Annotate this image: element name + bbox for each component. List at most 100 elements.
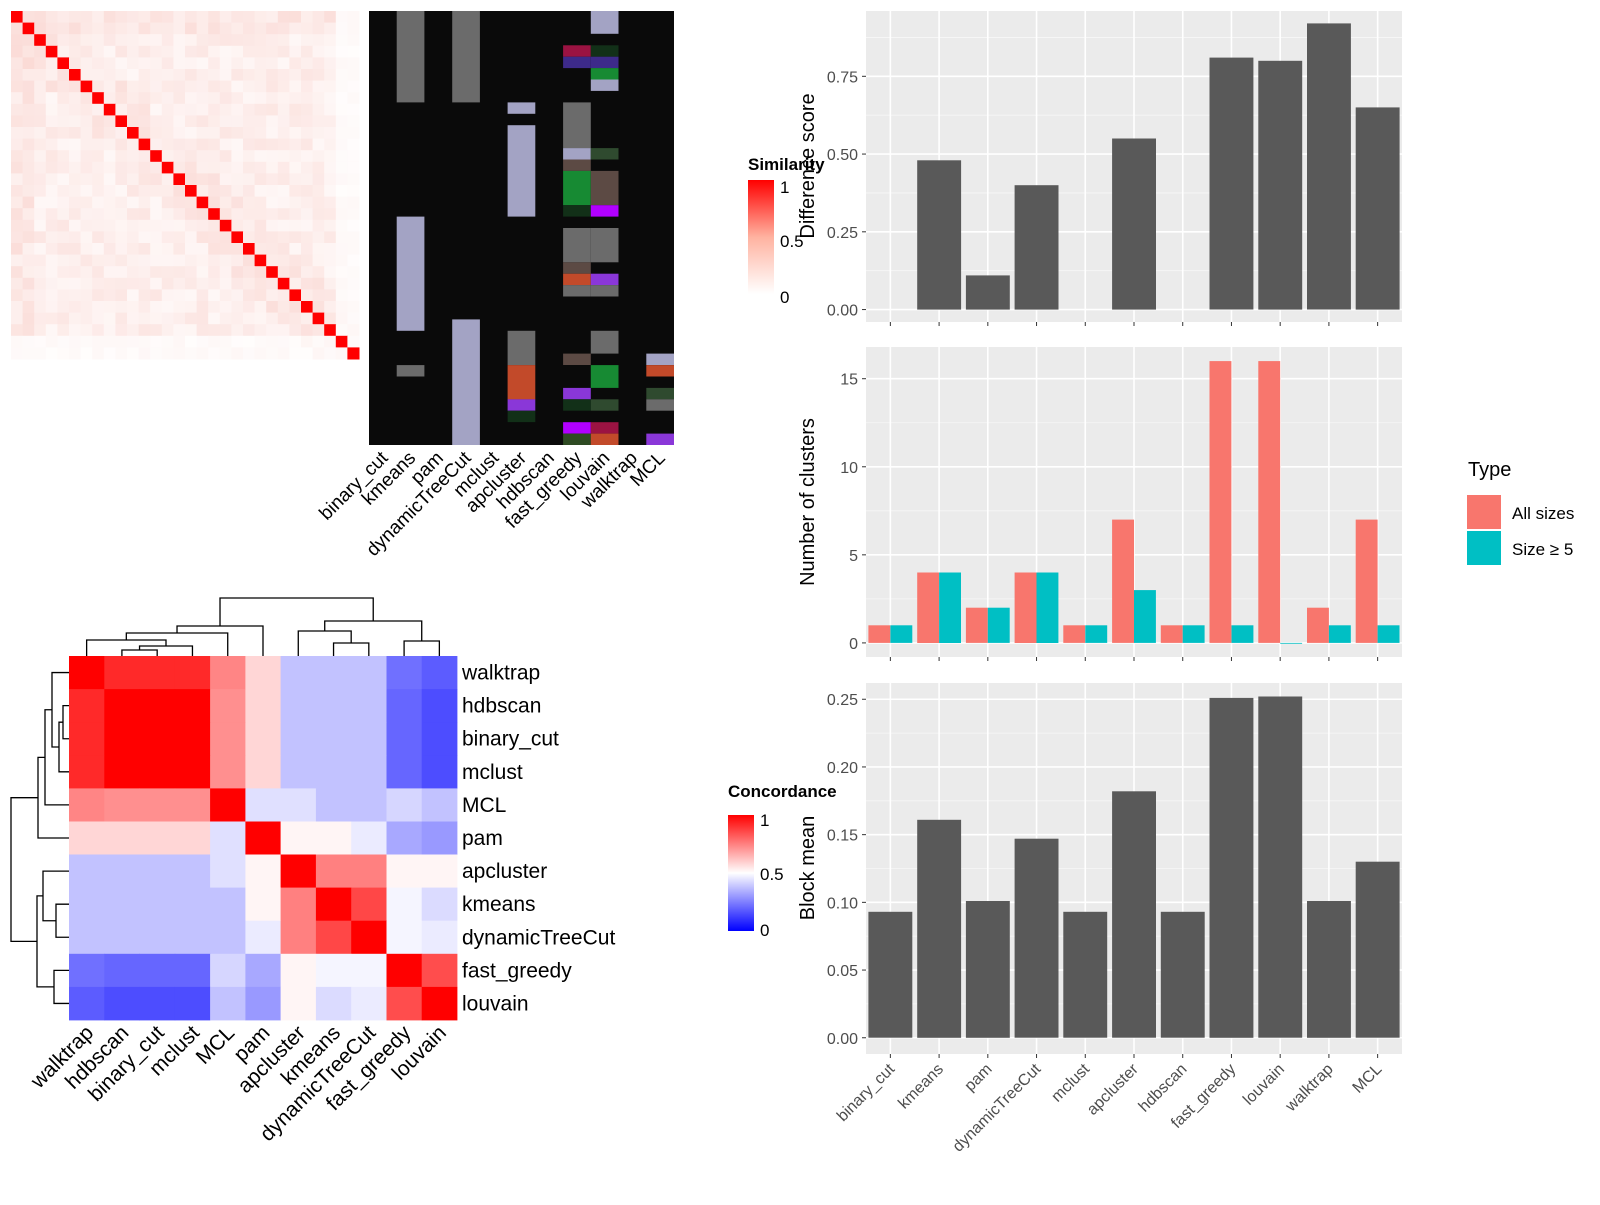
similarity-cell (161, 173, 174, 186)
similarity-cell (92, 219, 105, 232)
bar (1209, 57, 1254, 310)
similarity-cell (196, 196, 209, 209)
similarity-cell (103, 103, 116, 116)
similarity-cell (347, 266, 360, 279)
similarity-cell (243, 254, 256, 267)
concordance-cell (351, 887, 387, 922)
similarity-cell (11, 22, 24, 35)
similarity-cell (161, 161, 174, 174)
similarity-cell (231, 196, 244, 209)
similarity-cell (301, 312, 314, 325)
similarity-cell (266, 127, 279, 140)
similarity-cell (92, 231, 105, 244)
similarity-cell (266, 347, 279, 360)
similarity-cell (69, 289, 82, 302)
similarity-cell (161, 11, 174, 24)
x-tick-label: kmeans (895, 1061, 947, 1113)
similarity-cell (115, 138, 128, 151)
similarity-cell (208, 231, 221, 244)
concordance-cell (315, 821, 352, 855)
similarity-cell (289, 127, 302, 140)
similarity-cell (69, 150, 82, 163)
similarity-cell (289, 34, 302, 47)
similarity-legend-tick-0: 0 (780, 288, 789, 307)
similarity-cell (80, 34, 93, 47)
similarity-cell (231, 266, 244, 279)
similarity-cell (103, 289, 116, 302)
dendrogram-branch (138, 645, 194, 656)
similarity-cell (347, 11, 360, 24)
similarity-cell (150, 34, 163, 47)
similarity-cell (277, 219, 290, 232)
similarity-cell (347, 231, 360, 244)
similarity-cell (138, 301, 151, 314)
similarity-cell (161, 301, 174, 314)
similarity-cell (69, 69, 82, 82)
similarity-cell (92, 243, 105, 256)
similarity-cell (312, 196, 325, 209)
similarity-cell (22, 254, 35, 267)
similarity-cell (150, 138, 163, 151)
similarity-cell (243, 173, 256, 186)
similarity-cell (185, 80, 198, 93)
similarity-cell (347, 312, 360, 325)
concordance-legend-gradient (728, 815, 754, 931)
cluster-assignment-cell (563, 422, 591, 434)
dendrogram-branch (58, 721, 69, 773)
bar (1160, 911, 1205, 1038)
similarity-cell (347, 69, 360, 82)
similarity-cell (301, 254, 314, 267)
similarity-legend-gradient (748, 180, 774, 294)
similarity-cell (92, 347, 105, 360)
concordance-cell (139, 953, 176, 988)
similarity-cell (254, 22, 267, 35)
similarity-cell (161, 34, 174, 47)
similarity-cell (22, 335, 35, 348)
similarity-cell (45, 103, 58, 116)
similarity-cell (80, 185, 93, 198)
similarity-cell (57, 150, 70, 163)
similarity-cell (219, 289, 232, 302)
similarity-cell (11, 219, 24, 232)
similarity-cell (347, 57, 360, 70)
similarity-cell (69, 219, 82, 232)
concordance-cell (315, 722, 352, 756)
cluster-assignment-cell (507, 330, 536, 366)
y-tick-label: 0 (849, 636, 858, 653)
similarity-cell (347, 208, 360, 221)
similarity-cell (80, 196, 93, 209)
similarity-cell (243, 150, 256, 163)
similarity-cell (150, 115, 163, 128)
similarity-cell (185, 185, 198, 198)
similarity-cell (208, 277, 221, 290)
concordance-cell (69, 854, 105, 888)
similarity-cell (69, 138, 82, 151)
concordance-cell (386, 986, 423, 1021)
similarity-cell (138, 231, 151, 244)
similarity-cell (208, 208, 221, 221)
similarity-cell (196, 138, 209, 151)
similarity-cell (266, 45, 279, 58)
x-tick-label: walktrap (1282, 1061, 1337, 1116)
bar-panel-2: 0 5 10 15 Number of clusters (797, 347, 1402, 661)
bar-all-sizes (1063, 625, 1086, 643)
similarity-cell (57, 127, 70, 140)
similarity-cell (266, 254, 279, 267)
similarity-cell (301, 34, 314, 47)
similarity-cell (115, 115, 128, 128)
similarity-cell (173, 34, 186, 47)
similarity-cell (219, 150, 232, 163)
similarity-cell (231, 103, 244, 116)
bar-size-5 (1377, 625, 1400, 643)
bar (1258, 60, 1303, 310)
similarity-cell (254, 161, 267, 174)
similarity-cell (335, 277, 348, 290)
similarity-cell (103, 324, 116, 337)
similarity-cell (103, 208, 116, 221)
concordance-cell (280, 986, 317, 1021)
concordance-cell (139, 821, 176, 855)
similarity-cell (150, 45, 163, 58)
similarity-cell (161, 103, 174, 116)
bar (917, 160, 962, 310)
similarity-cell (173, 127, 186, 140)
